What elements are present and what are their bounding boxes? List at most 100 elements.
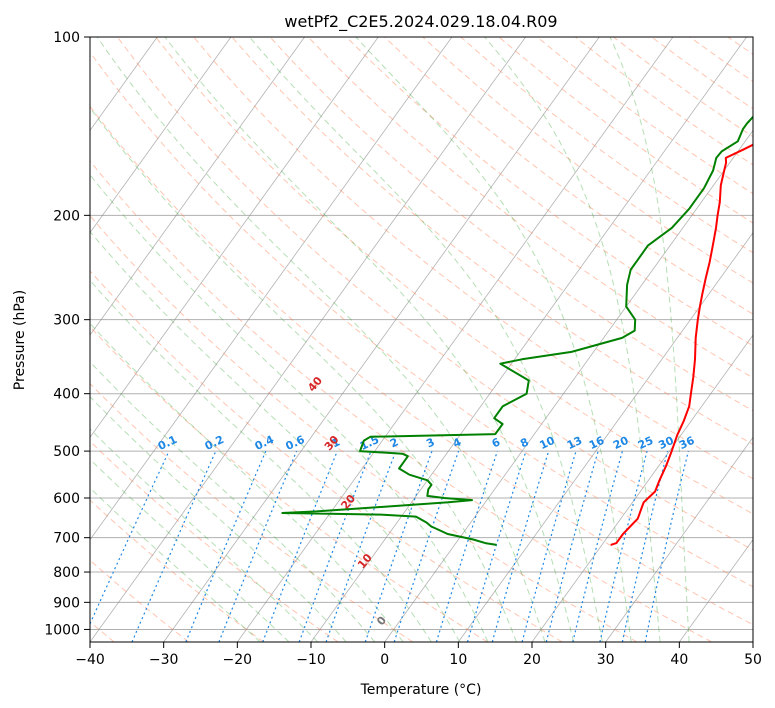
mixing-ratio-label: 0.4 bbox=[253, 433, 276, 453]
dry-adiabat bbox=[90, 382, 414, 642]
plot-frame bbox=[89, 36, 754, 643]
dry-adiabat bbox=[766, 37, 775, 642]
dry-adiabat bbox=[117, 37, 753, 551]
mixing-ratio-label: 3 bbox=[424, 435, 436, 450]
dry-adiabat bbox=[384, 37, 753, 315]
mixing-ratio-label: 0.6 bbox=[284, 433, 307, 453]
x-tick-label: 50 bbox=[744, 652, 762, 668]
x-tick-label: −40 bbox=[75, 652, 105, 668]
mixing-ratio-line bbox=[621, 450, 669, 642]
dry-adiabat bbox=[90, 326, 488, 642]
isotherm-line bbox=[0, 37, 10, 642]
mixing-ratio-line bbox=[262, 450, 338, 642]
mixing-ratio-line bbox=[466, 450, 527, 642]
moist-adiabat bbox=[609, 37, 690, 642]
mixing-ratio-label: 6 bbox=[490, 435, 503, 450]
mixing-ratio-label: 30 bbox=[656, 434, 676, 452]
x-tick-label: 0 bbox=[380, 652, 389, 668]
dry-adiabat bbox=[155, 37, 753, 515]
y-tick-label: 400 bbox=[53, 387, 80, 403]
axes: −40 −30 −20 −10 0 10 20 30 40 5010020030040050060… bbox=[44, 30, 762, 668]
mixing-ratio-label: 36 bbox=[677, 434, 697, 452]
isotherm-line bbox=[163, 37, 600, 642]
moist-adiabat bbox=[96, 37, 546, 642]
curve-labels: 0.1 0.2 0.4 0.6 1 1.5 2 3 4 6 8 10 13 16 20 25 30 3601020… bbox=[156, 374, 697, 628]
dry-adiabat bbox=[90, 160, 712, 642]
x-tick-label: 10 bbox=[449, 652, 467, 668]
mixing-ratio-line bbox=[218, 450, 298, 642]
mixing-ratio-line bbox=[435, 450, 498, 642]
isotherm-line bbox=[90, 37, 526, 642]
y-tick-label: 200 bbox=[53, 208, 80, 224]
x-tick-label: 30 bbox=[597, 652, 615, 668]
dry-adiabat bbox=[90, 499, 264, 642]
mixing-ratio-label: 13 bbox=[565, 434, 584, 452]
x-tick-label: −10 bbox=[296, 652, 326, 668]
moist-adiabat bbox=[355, 37, 632, 642]
dry-adiabat bbox=[90, 51, 753, 588]
isotherm-line bbox=[752, 641, 753, 642]
dry-adiabat bbox=[536, 37, 753, 195]
mixing-ratio-line bbox=[90, 450, 170, 626]
mixing-ratio-label: 8 bbox=[518, 435, 530, 450]
moist-adiabat bbox=[90, 361, 376, 642]
dry-adiabat bbox=[90, 214, 638, 642]
y-tick-label: 100 bbox=[53, 30, 80, 46]
x-tick-label: −20 bbox=[223, 652, 253, 668]
y-tick-label: 700 bbox=[53, 531, 80, 547]
moist-adiabat bbox=[249, 37, 603, 642]
dry-adiabat bbox=[90, 105, 753, 626]
moist-adiabat bbox=[90, 458, 290, 642]
mixing-ratio-label: 0.1 bbox=[156, 433, 179, 453]
mixing-ratio-line bbox=[491, 450, 550, 642]
mixing-ratio-line bbox=[185, 450, 267, 642]
x-axis-title: Temperature (°C) bbox=[360, 682, 482, 698]
background-grid bbox=[0, 37, 775, 642]
moist-adiabat bbox=[90, 279, 432, 642]
isotherm-line bbox=[531, 334, 753, 642]
dry-adiabat bbox=[90, 440, 339, 642]
mixing-ratio-line bbox=[364, 450, 433, 642]
isotherm-line bbox=[458, 232, 753, 642]
y-tick-label: 900 bbox=[53, 595, 80, 611]
dry-adiabat bbox=[193, 37, 753, 480]
mixing-ratio-line bbox=[298, 450, 372, 642]
mixing-ratio-line bbox=[545, 450, 599, 642]
dry-adiabat-label: 0 bbox=[374, 614, 389, 628]
dry-adiabat bbox=[613, 37, 753, 138]
isotherm-line bbox=[605, 436, 753, 642]
dry-adiabat-label: 40 bbox=[305, 374, 325, 394]
mixing-ratio-line bbox=[393, 450, 460, 642]
dewpoint-profile bbox=[281, 115, 753, 546]
moist-adiabat bbox=[90, 487, 261, 642]
y-tick-label: 600 bbox=[53, 491, 80, 507]
dry-adiabat bbox=[651, 37, 753, 110]
x-tick-label: 20 bbox=[523, 652, 541, 668]
dry-adiabat bbox=[90, 270, 563, 642]
dry-adiabat bbox=[307, 37, 753, 379]
isotherm-line bbox=[384, 129, 753, 642]
moist-adiabat bbox=[484, 37, 661, 642]
isotherm-line bbox=[310, 37, 747, 642]
dry-adiabat bbox=[727, 37, 753, 55]
x-tick-label: −30 bbox=[149, 652, 179, 668]
moist-adiabat bbox=[90, 230, 461, 642]
dry-adiabat bbox=[689, 37, 753, 83]
mixing-ratio-line bbox=[325, 450, 397, 642]
mixing-ratio-line bbox=[131, 450, 217, 642]
mixing-ratio-line bbox=[644, 450, 689, 642]
mixing-ratio-line bbox=[572, 450, 623, 642]
mixing-ratio-label: 4 bbox=[451, 435, 464, 450]
dry-adiabat bbox=[498, 37, 753, 224]
y-axis-title: Pressure (hPa) bbox=[12, 290, 28, 390]
moist-adiabat bbox=[90, 174, 489, 642]
x-tick-label: 40 bbox=[670, 652, 688, 668]
isotherm-line bbox=[90, 37, 453, 541]
dry-adiabat-label: 10 bbox=[355, 551, 375, 571]
moist-adiabat bbox=[90, 428, 319, 642]
y-tick-label: 800 bbox=[53, 565, 80, 581]
dry-adiabat-label: 30 bbox=[322, 433, 342, 453]
moist-adiabat bbox=[90, 396, 347, 642]
isotherm-line bbox=[679, 539, 753, 642]
